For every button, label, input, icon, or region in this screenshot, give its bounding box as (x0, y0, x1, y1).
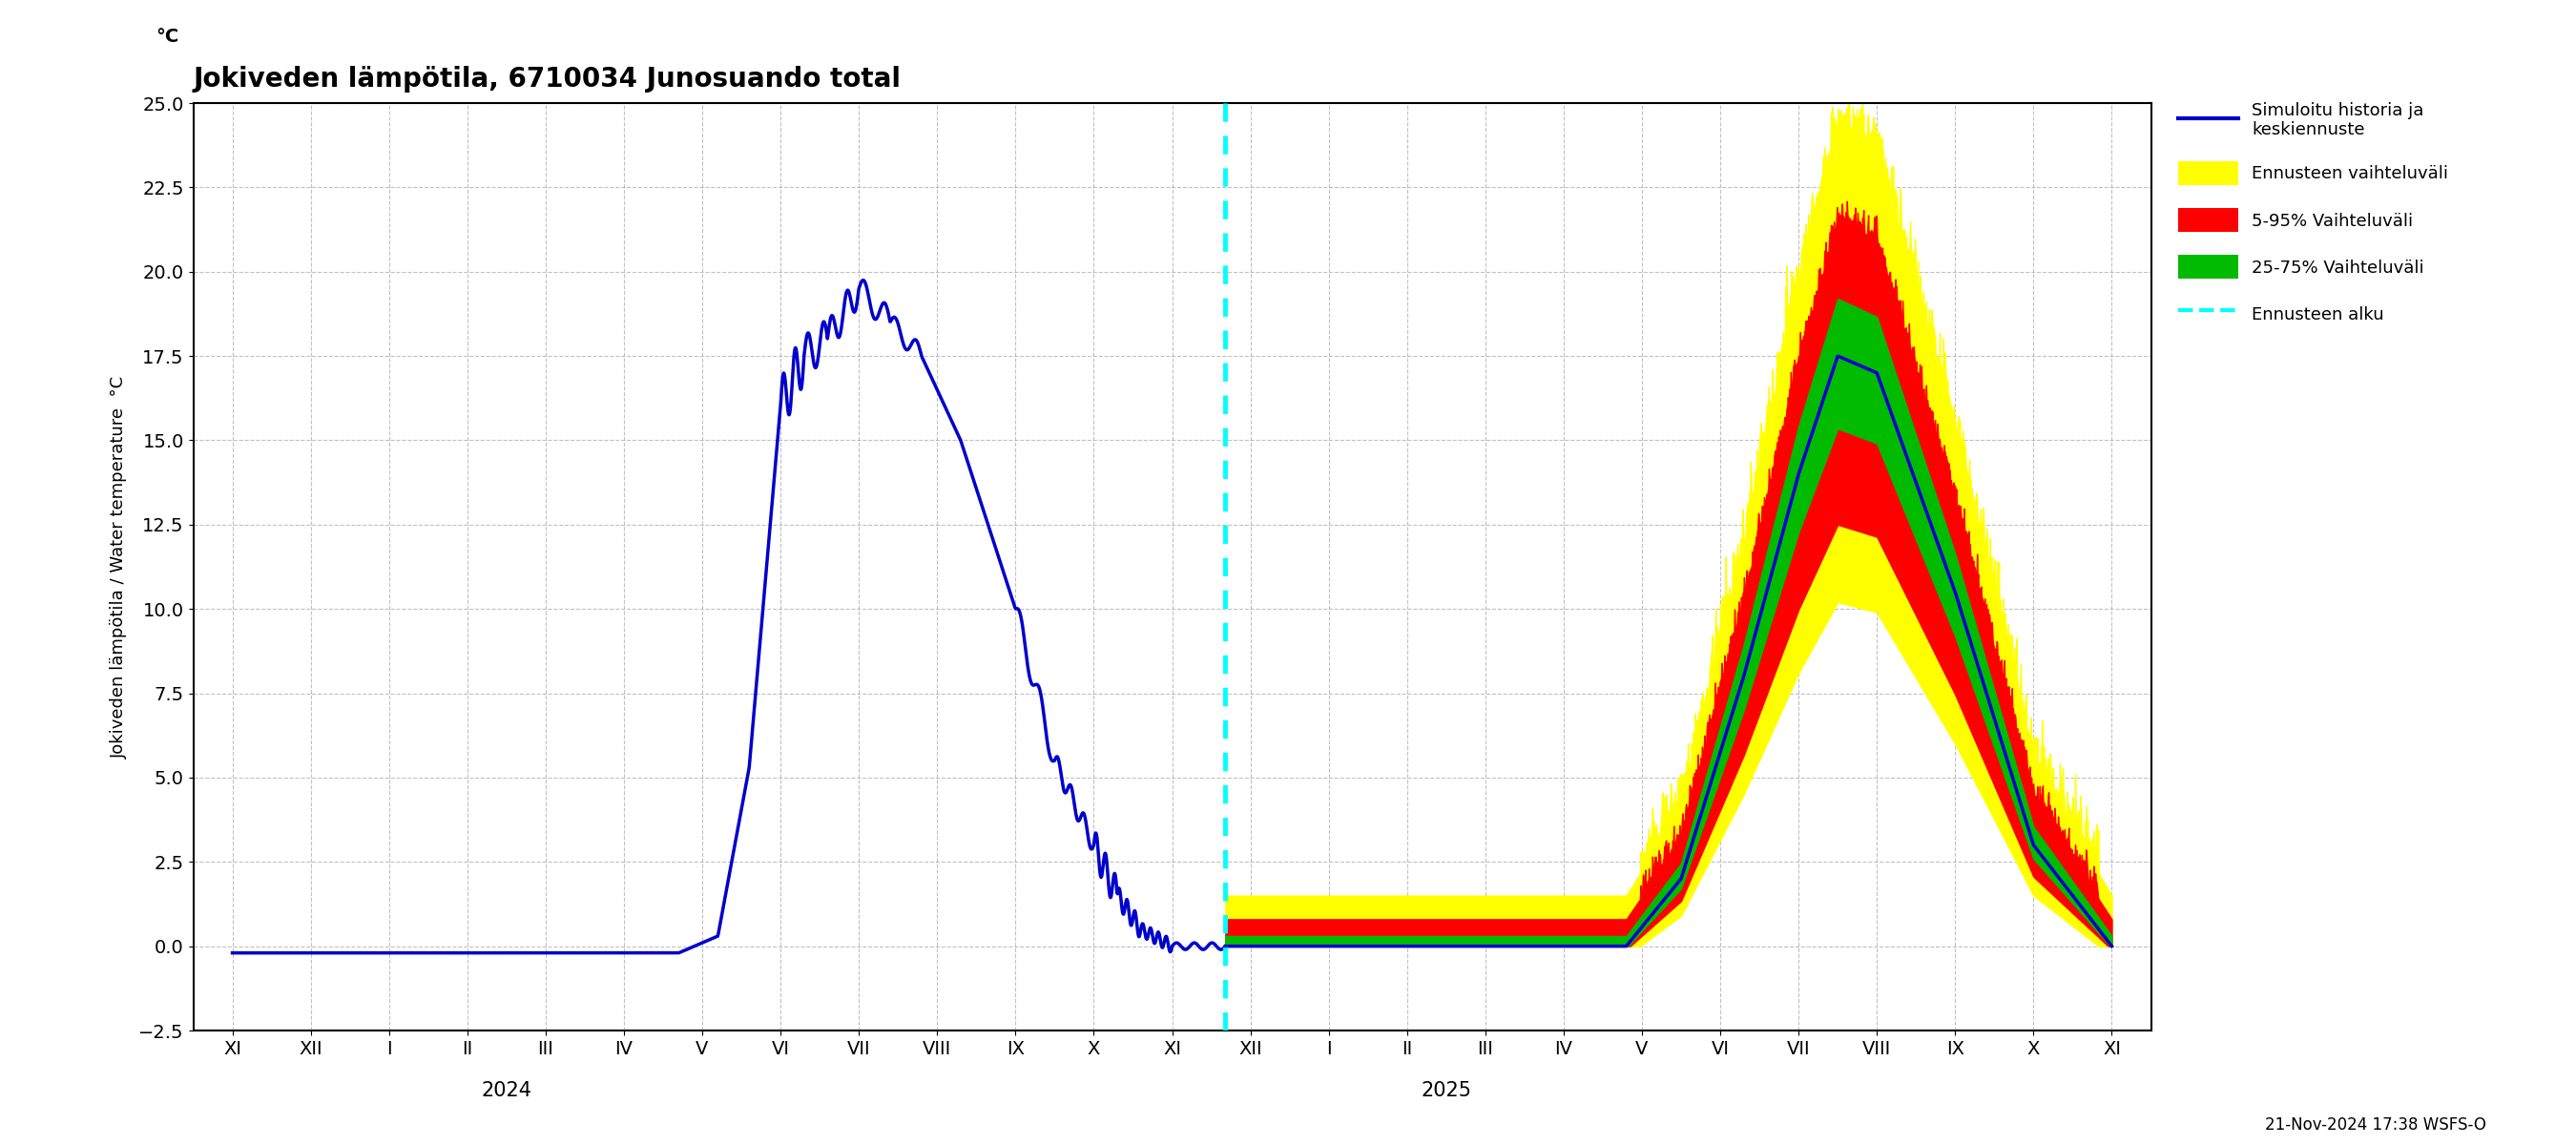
Text: 2024: 2024 (482, 1081, 531, 1100)
Text: °C: °C (157, 27, 178, 46)
Legend: Simuloitu historia ja
keskiennuste, Ennusteen vaihteluväli, 5-95% Vaihteluväli, : Simuloitu historia ja keskiennuste, Ennu… (2169, 93, 2458, 334)
Y-axis label: Jokiveden lämpötila / Water temperature  °C: Jokiveden lämpötila / Water temperature … (111, 376, 129, 758)
Text: Jokiveden lämpötila, 6710034 Junosuando total: Jokiveden lämpötila, 6710034 Junosuando … (193, 66, 902, 93)
Text: 2025: 2025 (1422, 1081, 1471, 1100)
Text: 21-Nov-2024 17:38 WSFS-O: 21-Nov-2024 17:38 WSFS-O (2264, 1116, 2486, 1134)
